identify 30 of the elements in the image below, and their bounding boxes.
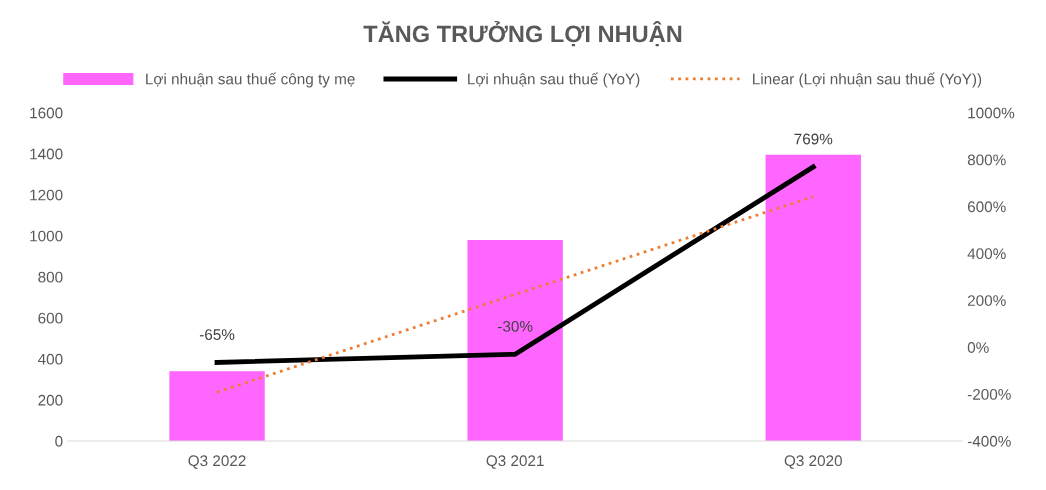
chart-title: TĂNG TRƯỞNG LỢI NHUẬN: [363, 20, 682, 47]
y-tick-label: 800: [38, 271, 63, 283]
legend-label: Lợi nhuận sau thuế (YoY): [468, 72, 640, 88]
y-tick-label: 1000: [30, 230, 63, 242]
data-label: -30%: [498, 320, 533, 332]
x-tick-label: Q3 2021: [486, 455, 544, 469]
bar: [169, 371, 265, 441]
y-tick-label: 1200: [30, 189, 63, 201]
data-label: -65%: [199, 329, 235, 340]
y-tick-label: 1400: [30, 148, 63, 160]
y2-tick-label: 200%: [967, 295, 1006, 306]
y2-tick-label: -200%: [967, 388, 1011, 400]
y-tick-label: 0: [55, 435, 63, 447]
bar: [467, 239, 563, 441]
y2-tick-label: 800%: [967, 154, 1006, 166]
y-tick-label: 600: [38, 312, 63, 324]
bar: [765, 154, 861, 441]
y2-tick-label: 0%: [967, 342, 989, 353]
x-tick-label: Q3 2020: [784, 455, 842, 469]
y2-tick-label: -400%: [967, 435, 1011, 447]
legend-label: Lợi nhuận sau thuế công ty mẹ: [146, 72, 355, 88]
data-label: 769%: [794, 133, 833, 145]
y-tick-label: 1600: [30, 107, 63, 119]
y2-tick-label: 1000%: [968, 107, 1015, 119]
y2-tick-label: 600%: [967, 201, 1006, 213]
y-tick-label: 400: [37, 353, 63, 365]
legend-label: Linear (Lợi nhuận sau thuế (YoY)): [753, 72, 982, 88]
y-tick-label: 200: [38, 394, 63, 406]
x-tick-label: Q3 2022: [188, 455, 246, 469]
y2-tick-label: 400%: [967, 248, 1006, 260]
